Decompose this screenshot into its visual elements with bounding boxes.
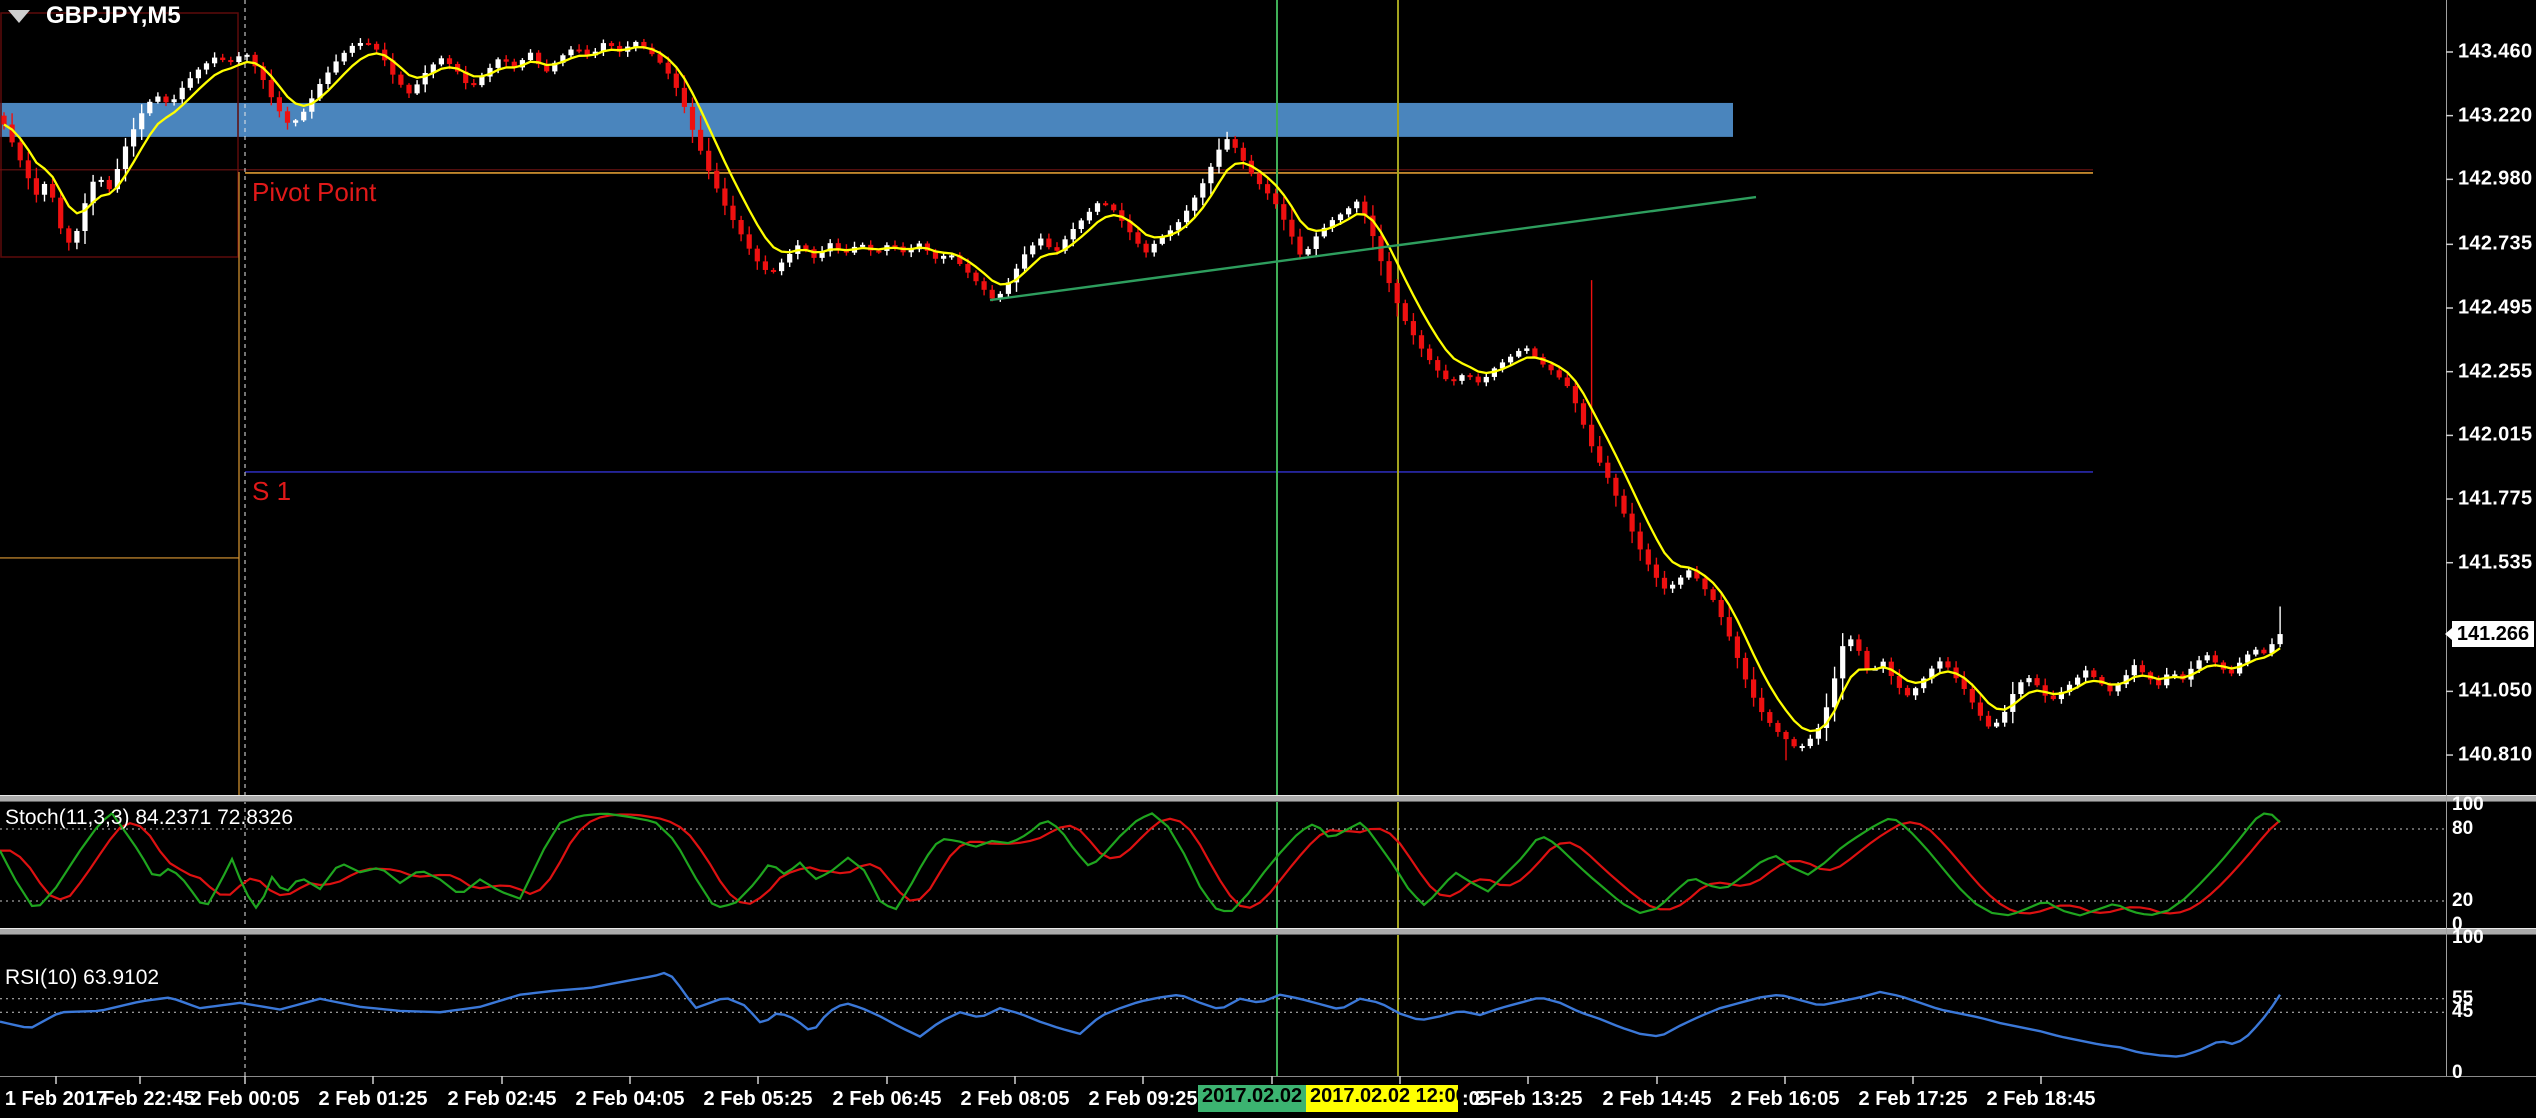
symbol-label: GBPJPY,M5	[46, 2, 181, 29]
time-tick-label: 2 Feb 17:25	[1858, 1088, 1968, 1110]
price-tick-label: 142.015	[2458, 423, 2533, 446]
time-tick-label: 2 Feb 00:05	[190, 1088, 300, 1110]
price-tick-label: 142.980	[2458, 167, 2533, 190]
price-tick-label: 143.220	[2458, 104, 2533, 127]
indicator-scale-label: 0	[2452, 1062, 2463, 1083]
stoch-main-line	[0, 811, 2281, 917]
vline-label-yellow[interactable]: 2017.02.02 12:00	[1306, 1085, 1458, 1112]
time-tick-label: 2 Feb 16:05	[1730, 1088, 1840, 1110]
rsi-indicator-label: RSI(10) 63.9102	[5, 966, 160, 989]
time-tick-label: 2 Feb 01:25	[318, 1088, 428, 1110]
vertical-lines	[244, 0, 1399, 1076]
background-objects	[0, 12, 2093, 795]
panel-separators	[0, 795, 2536, 1077]
time-tick-label: 2 Feb 13:25	[1473, 1088, 1583, 1110]
trendline[interactable]	[989, 195, 1757, 302]
price-tick-label: 141.535	[2458, 551, 2533, 574]
moving-average-line	[3, 46, 2281, 733]
time-tick-label: 2 Feb 05:25	[703, 1088, 813, 1110]
indicator-scale-label: 0	[2452, 914, 2463, 935]
price-tick-label: 140.810	[2458, 743, 2533, 766]
price-tick-label: 142.255	[2458, 360, 2533, 383]
indicator-scale-label: 100	[2452, 927, 2484, 948]
time-tick-label: 2 Feb 18:45	[1986, 1088, 2096, 1110]
time-tick-label: 1 Feb 2017	[4, 1088, 108, 1110]
time-tick-label: 1 Feb 22:45	[85, 1088, 195, 1110]
chart-expander-icon[interactable]	[8, 10, 30, 23]
indicator-scale-label: 20	[2452, 890, 2474, 911]
panel-separator[interactable]	[0, 928, 2536, 935]
time-tick-label: 2 Feb 09:25	[1088, 1088, 1198, 1110]
vline-label-green[interactable]: 2017.02.02 10:45	[1198, 1085, 1306, 1112]
stochastic-panel[interactable]	[0, 811, 2446, 917]
supply-zone-rect[interactable]	[0, 102, 1733, 137]
rsi-panel[interactable]	[0, 971, 2446, 1058]
time-tick-label: 2 Feb 06:45	[832, 1088, 942, 1110]
indicator-scale-label: 45	[2452, 1001, 2474, 1023]
time-tick-label-partial: :05	[1462, 1088, 1491, 1110]
price-tick-label: 142.735	[2458, 232, 2533, 255]
candles-layer[interactable]	[1, 38, 2283, 761]
maroon-rect[interactable]	[0, 12, 239, 258]
time-tick-label: 2 Feb 08:05	[960, 1088, 1070, 1110]
time-tick-label: 2 Feb 14:45	[1602, 1088, 1712, 1110]
stochastic-indicator-label: Stoch(11,3,3) 84.2371 72.8326	[5, 806, 294, 829]
current-price-badge: 141.266	[2445, 621, 2534, 648]
s1-support-label: S 1	[252, 475, 292, 506]
price-tick-label: 142.495	[2458, 296, 2533, 319]
price-tick-label: 141.050	[2458, 679, 2533, 702]
pivot-point-label: Pivot Point	[252, 176, 377, 207]
rsi-line	[0, 971, 2282, 1058]
axes	[55, 0, 2453, 1084]
price-tick-label: 143.460	[2458, 40, 2533, 63]
indicator-scale-label: 80	[2452, 818, 2474, 839]
panel-separator[interactable]	[0, 795, 2536, 802]
time-tick-label: 2 Feb 04:05	[575, 1088, 685, 1110]
indicator-scale-label: 100	[2452, 794, 2484, 815]
time-tick-label: 2 Feb 02:45	[447, 1088, 557, 1110]
price-tick-label: 141.775	[2458, 487, 2533, 510]
indicator-scale-label: 55	[2452, 987, 2474, 1009]
